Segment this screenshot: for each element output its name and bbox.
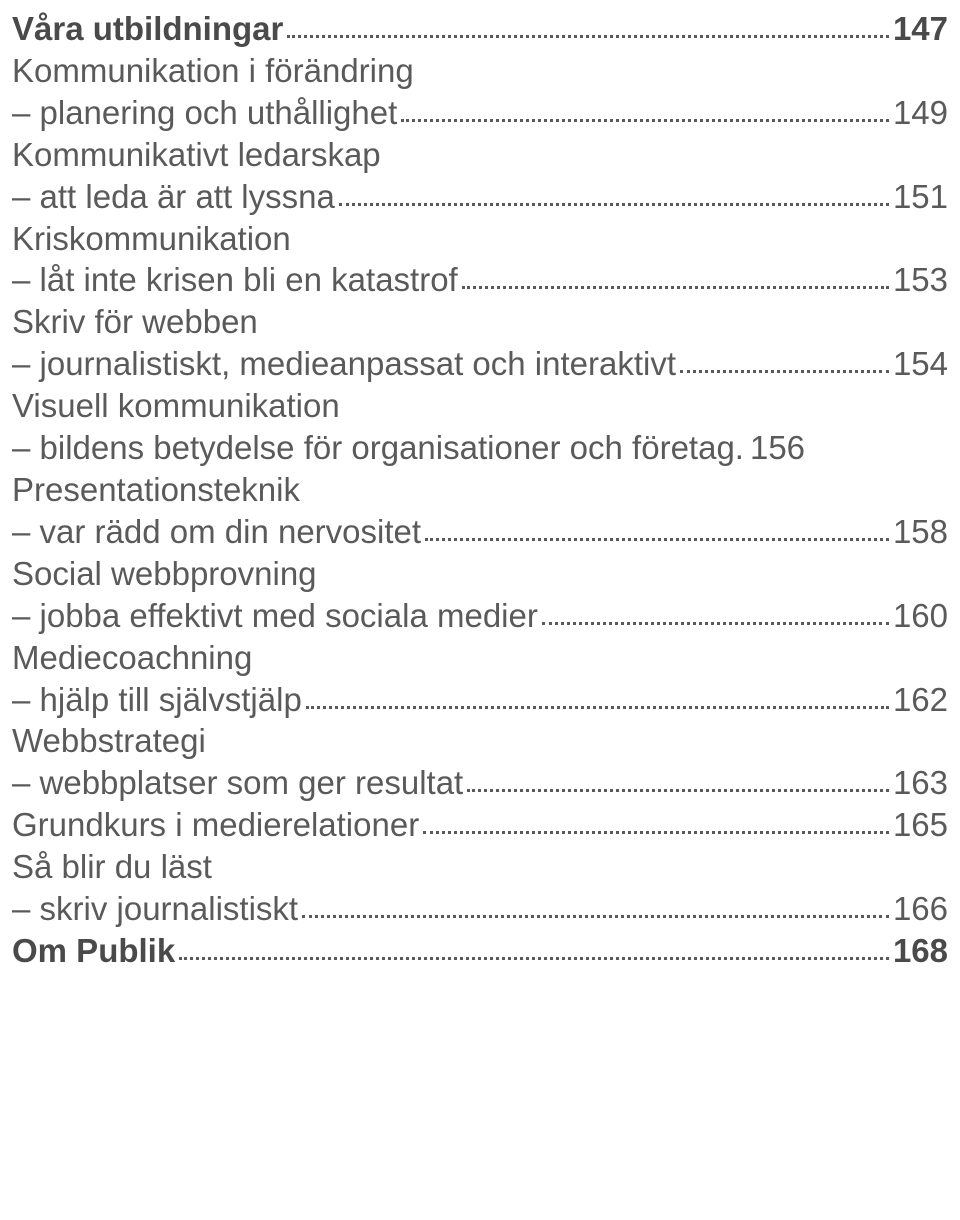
toc-leader-dots [542, 598, 889, 624]
toc-subtitle: – låt inte krisen bli en katastrof [12, 259, 458, 301]
toc-title-line: Webbstrategi [12, 720, 948, 762]
toc-entry: Kriskommunikation– låt inte krisen bli e… [12, 218, 948, 302]
toc-subtitle: – hjälp till självstjälp [12, 679, 302, 721]
toc-title: Social webbprovning [12, 555, 317, 592]
toc-title: Kriskommunikation [12, 220, 291, 257]
toc-leader-dots [425, 514, 889, 540]
toc-leader-dots [423, 808, 889, 834]
toc-entry: Så blir du läst– skriv journalistiskt 16… [12, 846, 948, 930]
toc-page-number: 160 [893, 595, 948, 637]
toc-page: Våra utbildningar147Kommunikation i förä… [0, 0, 960, 992]
toc-subtitle: – skriv journalistiskt [12, 888, 298, 930]
toc-page-number: 156 [750, 427, 805, 469]
toc-subtitle: – att leda är att lyssna [12, 176, 335, 218]
toc-subtitle: – jobba effektivt med sociala medier [12, 595, 538, 637]
toc-leader-dots [287, 12, 889, 38]
toc-line: – jobba effektivt med sociala medier 160 [12, 595, 948, 637]
toc-page-number: 154 [893, 343, 948, 385]
toc-page-number: 158 [893, 511, 948, 553]
toc-title-line: Social webbprovning [12, 553, 948, 595]
toc-title: Om Publik [12, 930, 175, 972]
toc-title-line: Skriv för webben [12, 301, 948, 343]
toc-subtitle: – var rädd om din nervositet [12, 511, 421, 553]
toc-title-line: Kommunikativt ledarskap [12, 134, 948, 176]
toc-leader-dots [339, 179, 889, 205]
toc-title: Kommunikativt ledarskap [12, 136, 381, 173]
toc-entry: Kommunikation i förändring– planering oc… [12, 50, 948, 134]
toc-line: Om Publik 168 [12, 930, 948, 972]
toc-title: Kommunikation i förändring [12, 52, 414, 89]
toc-leader-dots [467, 766, 889, 792]
toc-entry: Grundkurs i medierelationer 165 [12, 804, 948, 846]
toc-page-number: 166 [893, 888, 948, 930]
toc-title: Visuell kommunikation [12, 387, 340, 424]
toc-title-line: Så blir du läst [12, 846, 948, 888]
toc-page-number: 165 [893, 804, 948, 846]
toc-line: Våra utbildningar 147 [12, 8, 948, 50]
toc-title: Så blir du läst [12, 848, 212, 885]
toc-entry: Presentationsteknik– var rädd om din ner… [12, 469, 948, 553]
toc-line: – bildens betydelse för organisationer o… [12, 427, 948, 469]
toc-title: Webbstrategi [12, 722, 206, 759]
toc-page-number: 149 [893, 92, 948, 134]
toc-entry: Mediecoachning– hjälp till självstjälp 1… [12, 637, 948, 721]
toc-title-line: Kommunikation i förändring [12, 50, 948, 92]
toc-title: Våra utbildningar [12, 8, 283, 50]
toc-entry: Webbstrategi– webbplatser som ger result… [12, 720, 948, 804]
toc-title: Skriv för webben [12, 303, 258, 340]
toc-page-number: 151 [893, 176, 948, 218]
toc-line: – hjälp till självstjälp 162 [12, 679, 948, 721]
toc-line: – att leda är att lyssna 151 [12, 176, 948, 218]
toc-leader-dots [462, 263, 889, 289]
toc-title: Mediecoachning [12, 639, 252, 676]
toc-line: – låt inte krisen bli en katastrof 153 [12, 259, 948, 301]
toc-page-number: 162 [893, 679, 948, 721]
toc-title: Grundkurs i medierelationer [12, 804, 419, 846]
toc-title-line: Mediecoachning [12, 637, 948, 679]
toc-page-number: 153 [893, 259, 948, 301]
toc-leader-dots [401, 95, 889, 121]
toc-page-number: 147 [893, 8, 948, 50]
toc-entry: Kommunikativt ledarskap– att leda är att… [12, 134, 948, 218]
toc-leader-dots [306, 682, 889, 708]
toc-line: – webbplatser som ger resultat 163 [12, 762, 948, 804]
toc-subtitle: – webbplatser som ger resultat [12, 762, 463, 804]
toc-entry: Om Publik 168 [12, 930, 948, 972]
toc-line: – skriv journalistiskt 166 [12, 888, 948, 930]
toc-subtitle: – planering och uthållighet [12, 92, 397, 134]
toc-leader-dots [680, 347, 889, 373]
toc-entry: Social webbprovning– jobba effektivt med… [12, 553, 948, 637]
toc-entry: Skriv för webben– journalistiskt, mediea… [12, 301, 948, 385]
toc-page-number: 168 [893, 930, 948, 972]
toc-leader-dots [179, 934, 889, 960]
toc-entry: Visuell kommunikation– bildens betydelse… [12, 385, 948, 469]
toc-title-line: Visuell kommunikation [12, 385, 948, 427]
toc-title-line: Presentationsteknik [12, 469, 948, 511]
toc-line: Grundkurs i medierelationer 165 [12, 804, 948, 846]
toc-subtitle: – journalistiskt, medieanpassat och inte… [12, 343, 676, 385]
toc-line: – planering och uthållighet 149 [12, 92, 948, 134]
toc-subtitle: – bildens betydelse för organisationer o… [12, 427, 744, 469]
toc-title-line: Kriskommunikation [12, 218, 948, 260]
toc-line: – var rädd om din nervositet 158 [12, 511, 948, 553]
toc-page-number: 163 [893, 762, 948, 804]
toc-entry: Våra utbildningar 147 [12, 8, 948, 50]
toc-title: Presentationsteknik [12, 471, 300, 508]
toc-line: – journalistiskt, medieanpassat och inte… [12, 343, 948, 385]
toc-leader-dots [302, 892, 889, 918]
